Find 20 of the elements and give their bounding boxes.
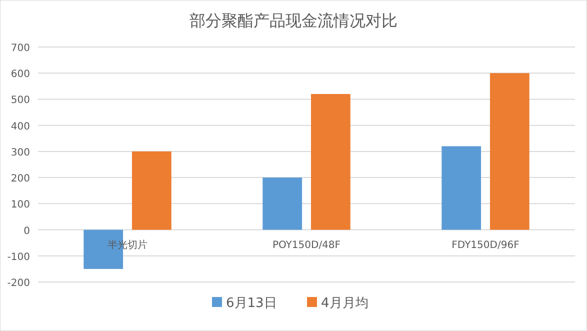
- y-tick-label: 400: [10, 121, 30, 132]
- y-tick-label: 200: [10, 174, 30, 185]
- legend-label: 6月13日: [226, 296, 277, 311]
- y-tick-label: 700: [10, 43, 30, 54]
- x-tick-label: FDY150D/96F: [452, 240, 520, 251]
- y-tick-label: 500: [10, 95, 30, 106]
- y-tick-label: -100: [7, 252, 30, 263]
- y-tick-label: 300: [10, 147, 30, 158]
- legend-label: 4月月均: [321, 296, 368, 311]
- bar: [442, 146, 482, 230]
- y-tick-label: 0: [24, 226, 30, 237]
- chart-title: 部分聚酯产品现金流情况对比: [190, 11, 398, 30]
- bar: [132, 151, 172, 230]
- bar: [490, 73, 530, 230]
- y-tick-label: -200: [7, 278, 30, 289]
- bar: [262, 178, 302, 230]
- bar: [310, 94, 350, 230]
- y-tick-label: 600: [10, 69, 30, 80]
- y-tick-label: 100: [10, 200, 30, 211]
- x-tick-label: POY150D/48F: [272, 240, 341, 251]
